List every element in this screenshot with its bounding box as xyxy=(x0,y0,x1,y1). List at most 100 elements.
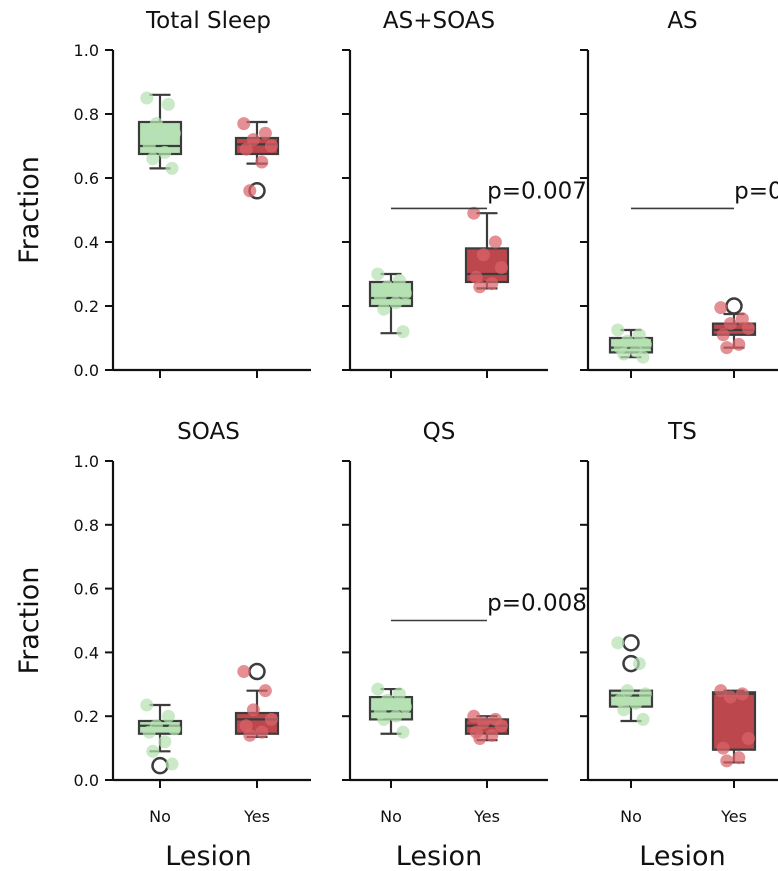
outlier-point xyxy=(725,297,743,315)
y-tick-label: 1.0 xyxy=(74,452,99,471)
subplot-title: TS xyxy=(667,419,697,445)
data-point xyxy=(714,301,728,315)
data-point xyxy=(620,684,634,698)
data-point xyxy=(476,716,490,730)
box-no xyxy=(368,682,414,739)
data-point xyxy=(161,709,175,723)
data-point xyxy=(485,728,499,742)
data-point xyxy=(389,709,403,723)
data-point xyxy=(716,328,730,342)
data-point xyxy=(243,184,257,198)
data-point xyxy=(255,725,269,739)
data-point xyxy=(371,267,385,281)
data-point xyxy=(714,684,728,698)
data-point xyxy=(243,728,257,742)
box-no xyxy=(608,323,654,364)
data-point xyxy=(264,139,278,153)
box-no xyxy=(608,634,654,726)
data-point xyxy=(140,698,154,712)
y-axis-label: Fraction xyxy=(14,567,45,675)
data-point xyxy=(149,117,163,131)
data-point xyxy=(239,142,253,156)
y-tick-label: 0.0 xyxy=(74,771,99,790)
p-value-annotation: p=0.003 xyxy=(734,178,778,204)
data-point xyxy=(380,693,394,707)
data-point xyxy=(476,248,490,262)
data-point xyxy=(167,722,181,736)
data-point xyxy=(632,328,646,342)
data-point xyxy=(158,735,172,749)
data-point xyxy=(377,302,391,316)
box-yes xyxy=(234,662,280,742)
data-point xyxy=(398,700,412,714)
box-no xyxy=(137,91,183,175)
data-point xyxy=(720,754,734,768)
data-point xyxy=(258,684,272,698)
data-point xyxy=(467,206,481,220)
data-point xyxy=(723,317,737,331)
y-tick-label: 0.2 xyxy=(74,297,99,316)
data-point xyxy=(165,757,179,771)
box-yes xyxy=(711,684,757,768)
box-yes xyxy=(464,709,510,746)
data-point xyxy=(723,690,737,704)
subplot-title: AS+SOAS xyxy=(383,8,495,34)
subplot-title: SOAS xyxy=(177,419,240,445)
data-point xyxy=(237,665,251,679)
subplot-title: QS xyxy=(423,419,456,445)
data-point xyxy=(735,687,749,701)
data-point xyxy=(246,133,260,147)
data-point xyxy=(396,325,410,339)
x-axis-label: Lesion xyxy=(396,841,482,871)
data-point xyxy=(494,261,508,275)
x-tick-label: Yes xyxy=(720,807,747,826)
data-point xyxy=(255,155,269,169)
data-point xyxy=(473,732,487,746)
data-point xyxy=(741,732,755,746)
subplot-4: SOAS 0.0 0.2 0.4 0.6 0.8 1.0 No Yes Fraction Lesio… xyxy=(14,419,311,871)
x-tick-label: No xyxy=(620,807,642,826)
data-point xyxy=(146,744,160,758)
box-no xyxy=(368,267,414,339)
data-point xyxy=(140,91,154,105)
data-point xyxy=(732,751,746,765)
y-tick-label: 0.2 xyxy=(74,707,99,726)
subplot-1: Total Sleep 0.0 0.2 0.4 0.6 0.8 1.0 Fraction xyxy=(14,8,311,380)
box-yes xyxy=(464,206,510,294)
data-point xyxy=(735,312,749,326)
data-point xyxy=(716,741,730,755)
data-point xyxy=(371,682,385,696)
data-point xyxy=(617,347,631,361)
data-point xyxy=(373,289,387,303)
data-point xyxy=(142,139,156,153)
data-point xyxy=(389,296,403,310)
x-tick-label: No xyxy=(380,807,402,826)
subplot-title: Total Sleep xyxy=(145,8,271,34)
data-point xyxy=(632,657,646,671)
data-point xyxy=(380,280,394,294)
y-axis-label: Fraction xyxy=(14,156,45,264)
x-axis-label: Lesion xyxy=(639,841,725,871)
data-point xyxy=(246,703,260,717)
y-tick-label: 0.0 xyxy=(74,361,99,380)
box-yes xyxy=(234,117,280,200)
y-tick-label: 1.0 xyxy=(74,41,99,60)
x-tick-label: Yes xyxy=(243,807,270,826)
y-tick-label: 0.8 xyxy=(74,105,99,124)
data-point xyxy=(396,725,410,739)
x-tick-label: Yes xyxy=(473,807,500,826)
data-point xyxy=(158,145,172,159)
data-point xyxy=(494,719,508,733)
data-point xyxy=(161,97,175,111)
y-tick-label: 0.6 xyxy=(74,169,99,188)
data-point xyxy=(629,696,643,710)
x-axis-label: Lesion xyxy=(165,841,251,871)
data-point xyxy=(142,725,156,739)
y-tick-label: 0.4 xyxy=(74,643,99,662)
subplot-5: QS No Yes Lesion p=0.008 xyxy=(342,419,587,871)
box-yes xyxy=(711,297,757,355)
outlier-point xyxy=(248,662,266,681)
x-tick-label: No xyxy=(149,807,171,826)
data-point xyxy=(611,636,625,650)
